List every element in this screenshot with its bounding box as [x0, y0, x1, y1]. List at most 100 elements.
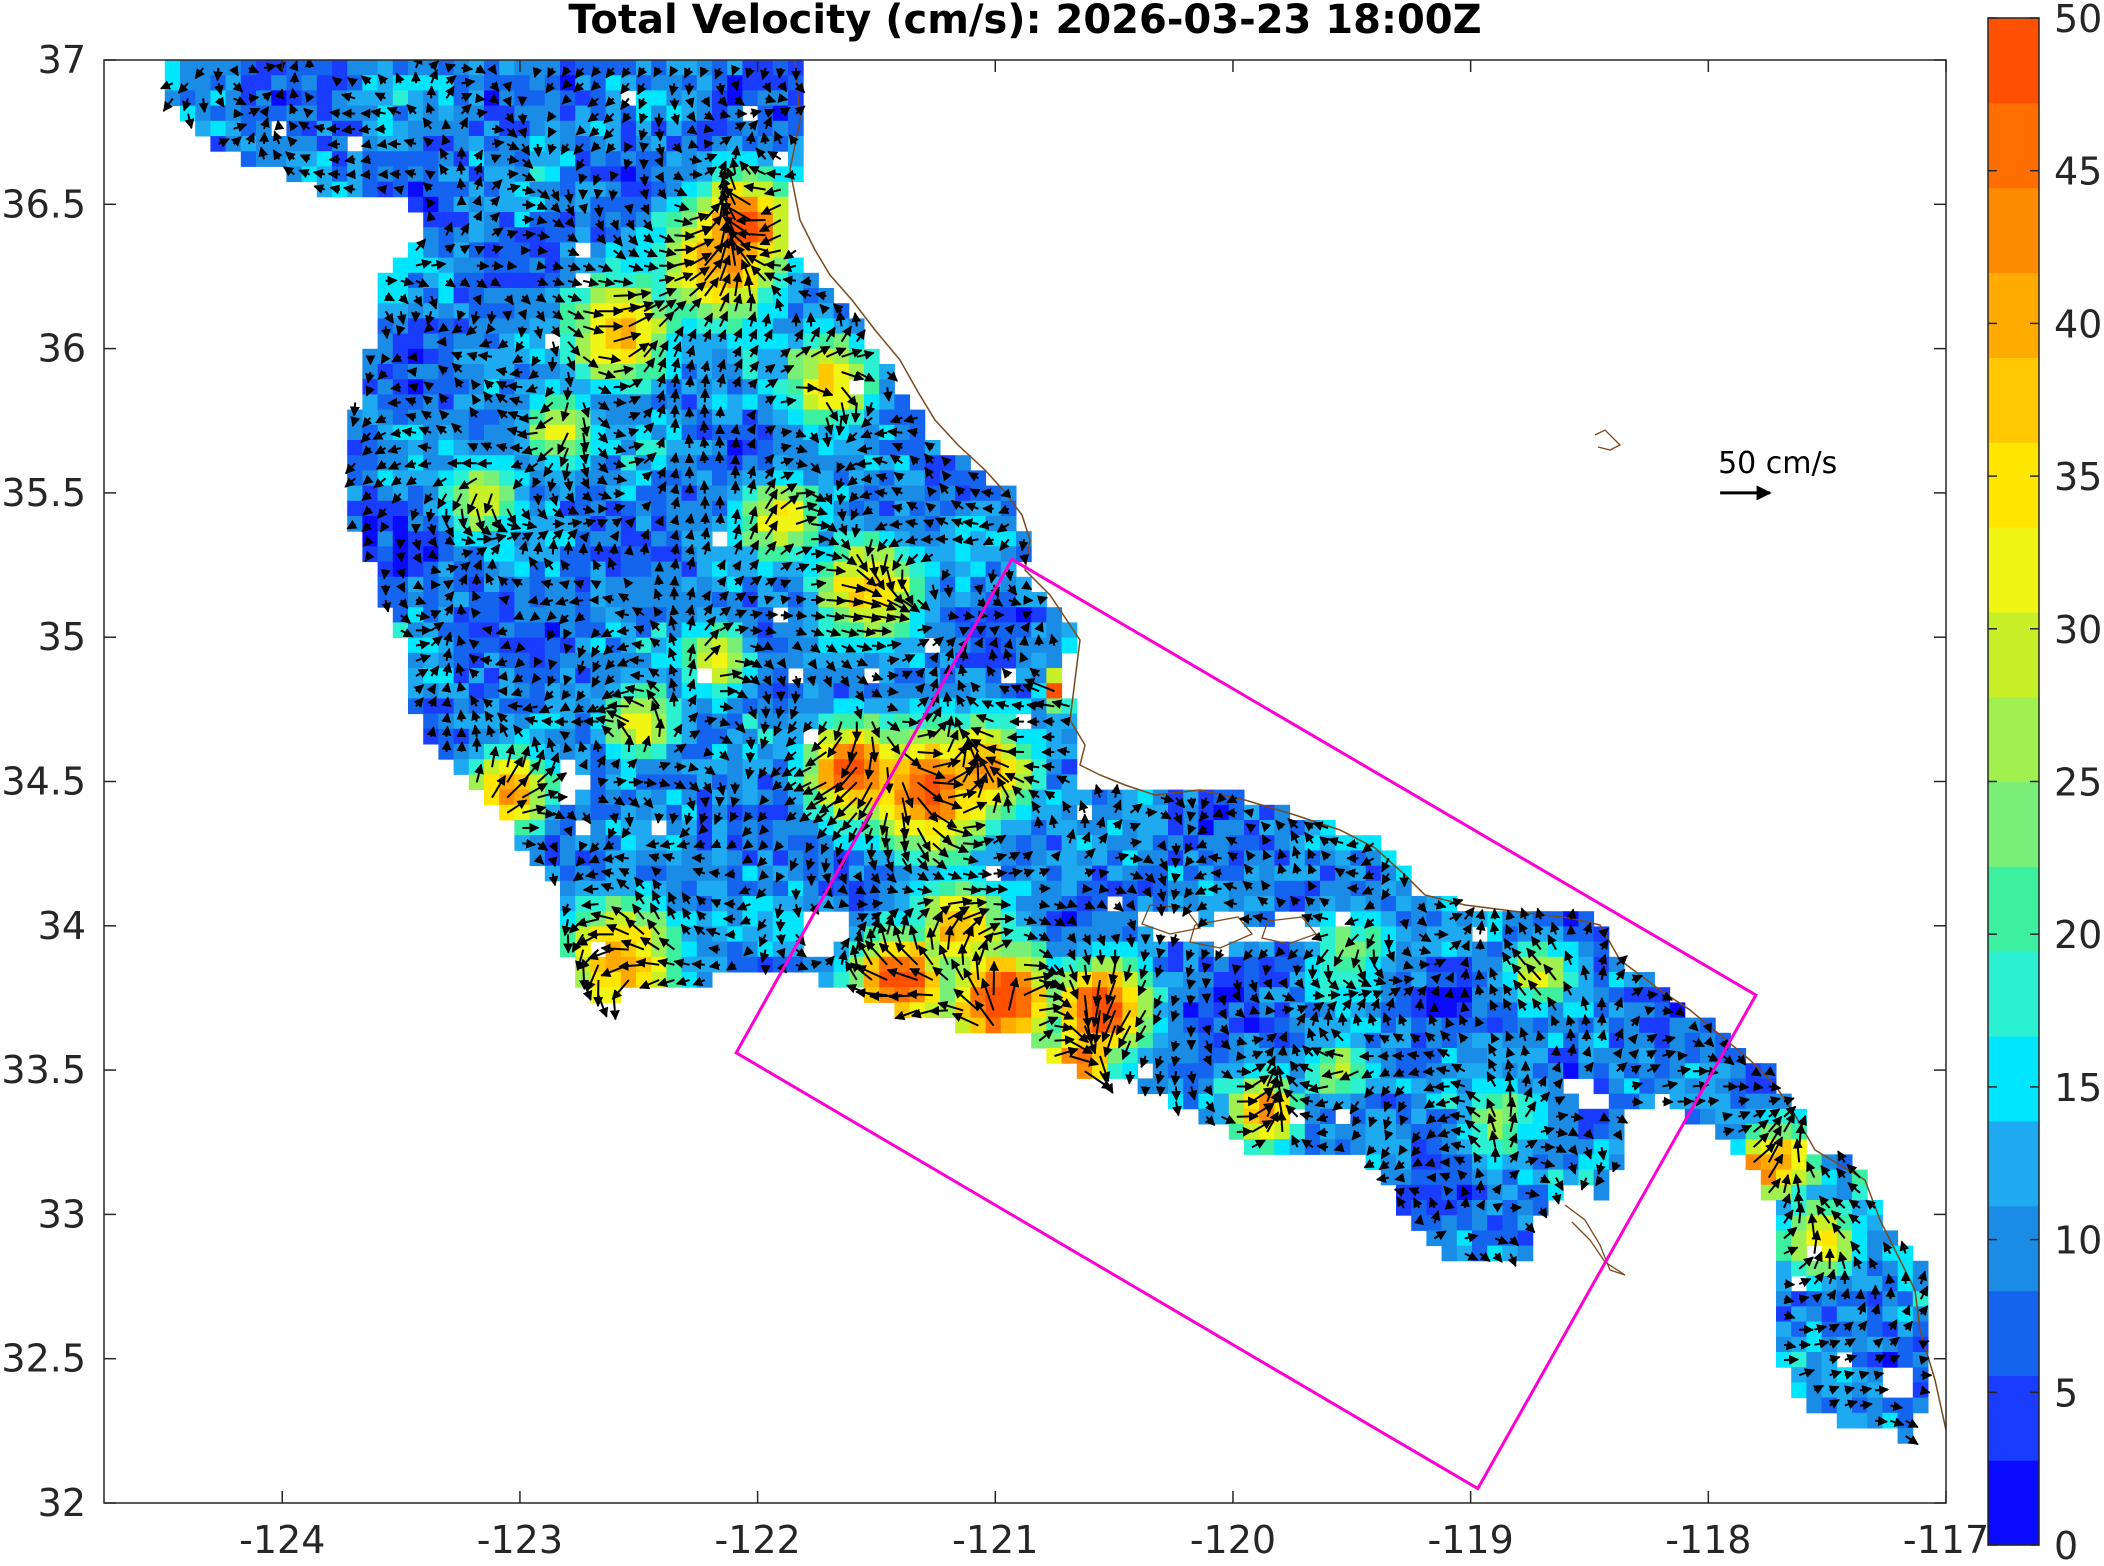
velocity-cell	[1062, 942, 1078, 958]
velocity-cell	[499, 562, 515, 578]
velocity-cell	[925, 562, 941, 578]
velocity-cell	[378, 151, 394, 167]
velocity-cell	[758, 562, 774, 578]
velocity-cell	[438, 288, 454, 304]
velocity-cell	[1578, 957, 1594, 973]
velocity-vector	[446, 120, 447, 129]
velocity-cell	[393, 501, 409, 517]
velocity-cell	[834, 714, 850, 730]
velocity-vector	[735, 782, 736, 793]
velocity-cell	[378, 349, 394, 365]
velocity-cell	[1518, 1230, 1534, 1246]
velocity-cell	[438, 349, 454, 365]
velocity-cell	[651, 501, 667, 517]
velocity-cell	[834, 470, 850, 486]
velocity-cell	[818, 440, 834, 456]
velocity-cell	[469, 288, 485, 304]
velocity-cell	[1290, 987, 1306, 1003]
velocity-cell	[1609, 1139, 1625, 1155]
velocity-cell	[1335, 1124, 1351, 1140]
velocity-cell	[1776, 1337, 1792, 1353]
velocity-cell	[302, 75, 318, 91]
velocity-cell	[499, 501, 515, 517]
velocity-cell	[788, 531, 804, 547]
velocity-cell	[1791, 1246, 1807, 1262]
velocity-cell	[499, 470, 515, 486]
velocity-cell	[621, 166, 637, 182]
velocity-cell	[879, 714, 895, 730]
velocity-vector	[218, 68, 219, 81]
velocity-cell	[1274, 1018, 1290, 1034]
velocity-cell	[727, 759, 743, 775]
velocity-cell	[530, 258, 546, 274]
velocity-vector	[994, 873, 1007, 874]
velocity-vector	[491, 311, 492, 323]
velocity-cell	[560, 182, 576, 198]
velocity-cell	[606, 258, 622, 274]
velocity-cell	[803, 440, 819, 456]
velocity-cell	[864, 607, 880, 623]
velocity-vector	[598, 542, 599, 554]
velocity-vector	[1176, 843, 1177, 854]
velocity-cell	[879, 410, 895, 426]
velocity-cell	[1153, 1048, 1169, 1064]
velocity-cell	[803, 470, 819, 486]
velocity-cell	[606, 75, 622, 91]
velocity-cell	[1046, 1002, 1062, 1018]
velocity-cell	[575, 212, 591, 228]
velocity-cell	[864, 683, 880, 699]
velocity-cell	[636, 850, 652, 866]
velocity-cell	[590, 790, 606, 806]
velocity-cell	[560, 410, 576, 426]
velocity-cell	[469, 227, 485, 243]
velocity-vector	[584, 889, 599, 890]
velocity-cell	[1472, 1063, 1488, 1079]
velocity-cell	[727, 850, 743, 866]
velocity-vector	[1404, 874, 1405, 887]
velocity-cell	[1350, 896, 1366, 912]
velocity-cell	[1882, 1306, 1898, 1322]
velocity-cell	[408, 121, 424, 137]
velocity-cell	[1639, 1033, 1655, 1049]
velocity-cell	[1578, 987, 1594, 1003]
velocity-cell	[758, 790, 774, 806]
velocity-vector	[278, 121, 279, 129]
velocity-cell	[1168, 896, 1184, 912]
velocity-cell	[575, 790, 591, 806]
velocity-vector	[477, 98, 485, 99]
velocity-cell	[1198, 1063, 1214, 1079]
velocity-cell	[727, 501, 743, 517]
velocity-cell	[1867, 1322, 1883, 1338]
velocity-cell	[1168, 1033, 1184, 1049]
velocity-cell	[682, 805, 698, 821]
velocity-vector	[674, 98, 675, 109]
velocity-cell	[1426, 942, 1442, 958]
velocity-cell	[575, 90, 591, 106]
velocity-cell	[666, 197, 682, 213]
velocity-cell	[514, 121, 530, 137]
velocity-cell	[1411, 926, 1427, 942]
velocity-cell	[1594, 1139, 1610, 1155]
velocity-cell	[545, 820, 561, 836]
velocity-cell	[1426, 1230, 1442, 1246]
velocity-cell	[560, 106, 576, 122]
velocity-cell	[1016, 942, 1032, 958]
velocity-cell	[773, 942, 789, 958]
velocity-cell	[499, 90, 515, 106]
velocity-vector	[875, 433, 887, 434]
velocity-cell	[758, 60, 774, 76]
velocity-cell	[894, 698, 910, 714]
velocity-cell	[1381, 1094, 1397, 1110]
velocity-cell	[1472, 957, 1488, 973]
velocity-cell	[484, 242, 500, 258]
velocity-vector	[507, 266, 516, 267]
velocity-cell	[621, 425, 637, 441]
velocity-cell	[408, 562, 424, 578]
velocity-cell	[636, 258, 652, 274]
velocity-cell	[484, 683, 500, 699]
velocity-cell	[226, 60, 242, 76]
velocity-cell	[651, 136, 667, 152]
velocity-cell	[1730, 1109, 1746, 1125]
velocity-cell	[347, 501, 363, 517]
velocity-cell	[666, 273, 682, 289]
